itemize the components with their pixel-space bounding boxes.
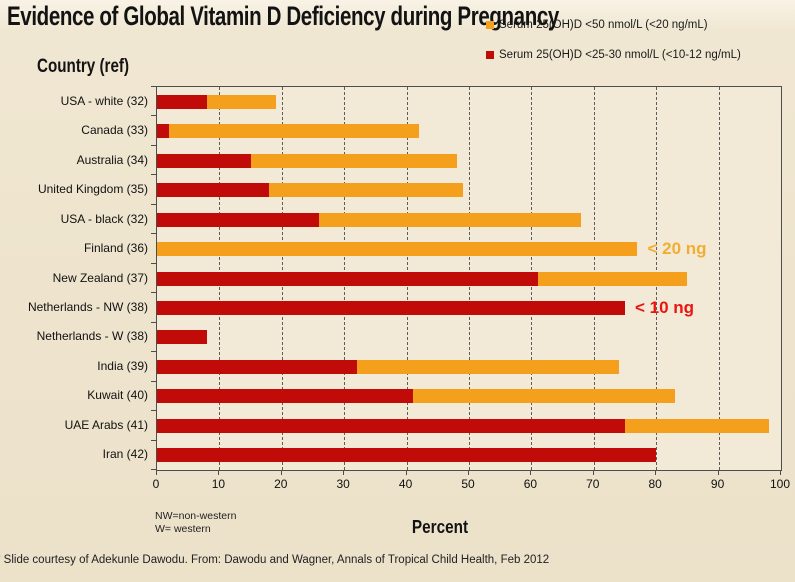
category-label: Finland (36) [83,241,148,256]
bar-segment-red [157,300,625,315]
bar-segment-orange [356,359,619,374]
gridline [718,87,720,470]
x-axis-tick [405,470,407,475]
x-tick-label: 0 [152,477,160,491]
category-label: USA - white (32) [60,93,148,108]
category-label: New Zealand (37) [52,270,148,285]
bar-segment-red [157,389,413,404]
category-label: Netherlands - NW (38) [27,299,148,314]
legend-item-lt25-30: Serum 25(OH)D <25-30 nmol/L (<10-12 ng/m… [486,49,741,61]
x-tick-label: 30 [336,477,350,491]
legend-item-lt50: Serum 25(OH)D <50 nmol/L (<20 ng/mL) [486,19,741,31]
y-axis-tick [151,174,156,176]
x-tick-label: 50 [461,477,475,491]
y-axis-tick [151,469,156,470]
legend-label: Serum 25(OH)D <50 nmol/L (<20 ng/mL) [499,19,708,31]
abbreviation-notes: NW=non-western W= western [155,510,236,535]
note-nw: NW=non-western [155,510,237,522]
category-label: Kuwait (40) [87,388,148,403]
x-axis-tick [343,470,345,475]
bar-annotation: < 20 ng [647,239,707,259]
bar-segment-orange [412,389,675,404]
x-axis-tick [218,470,220,475]
x-axis-tick [717,470,719,475]
category-label: India (39) [97,358,148,373]
y-axis-tick [151,203,156,205]
bar-segment-orange [250,153,457,168]
bar-segment-red [157,271,538,286]
y-axis-tick [151,144,156,146]
bar-segment-orange [206,94,276,109]
y-axis-tick [151,262,156,264]
y-axis-tick [151,439,156,441]
bar-segment-red [157,153,251,168]
y-axis-tick [151,233,156,235]
category-label: United Kingdom (35) [37,182,148,197]
category-label: USA - black (32) [60,211,148,226]
x-tick-label: 20 [274,477,288,491]
legend-swatch-orange-icon [486,21,494,29]
bar-segment-red [157,212,320,227]
legend-label: Serum 25(OH)D <25-30 nmol/L (<10-12 ng/m… [499,49,741,61]
bar-segment-red [157,94,207,109]
x-tick-label: 100 [769,477,791,491]
x-axis-title: Percent [411,517,469,537]
x-tick-label: 70 [586,477,600,491]
x-axis-tick [530,470,532,475]
category-label: UAE Arabs (41) [64,417,148,432]
x-axis-tick [468,470,469,475]
bar-segment-orange [319,212,582,227]
bar-segment-red [157,359,357,374]
bar-segment-red [157,124,170,139]
y-axis-title: Country (ref) [37,56,130,77]
bar-segment-orange [169,124,420,139]
chart-title: Evidence of Global Vitamin D Deficiency … [7,1,559,31]
bar-segment-orange [157,242,638,257]
category-label: Canada (33) [81,123,148,138]
x-tick-label: 10 [211,477,226,491]
bar-segment-orange [269,183,463,198]
x-axis-tick [655,470,657,475]
category-labels: USA - white (32) Canada (33) Australia (34… [0,86,148,469]
plot-area: < 20 ng < 10 ng [156,86,782,471]
y-axis-tick [151,380,156,382]
category-label: Iran (42) [102,447,148,462]
y-axis-tick [151,351,156,353]
bar-segment-orange [537,271,688,286]
x-tick-label: 90 [710,477,725,491]
x-axis-tick [780,470,781,475]
bar-segment-orange [625,418,769,433]
x-axis-tick [592,470,594,475]
category-label: Australia (34) [76,152,148,167]
y-axis-tick [151,86,156,87]
y-axis-tick [151,292,156,294]
note-w: W= western [155,522,211,535]
x-axis-tick [280,470,282,475]
y-axis-tick [151,410,156,412]
legend-swatch-red-icon [486,51,494,59]
y-axis-tick [151,115,156,117]
x-tick-label: 80 [648,477,662,491]
bar-segment-red [157,448,657,463]
legend: Serum 25(OH)D <50 nmol/L (<20 ng/mL) Ser… [486,19,741,79]
bar-segment-red [157,418,625,433]
category-label: Netherlands - W (38) [36,329,148,344]
bar-segment-red [157,183,270,198]
bar-annotation: < 10 ng [635,297,695,317]
bar-segment-red [157,330,207,345]
y-axis-tick [151,321,156,323]
x-tick-label: 60 [523,477,538,491]
x-axis-tick [156,470,157,475]
footnote: * Slide courtesy of Adekunle Dawodu. Fro… [0,554,550,566]
x-tick-label: 40 [398,477,413,491]
